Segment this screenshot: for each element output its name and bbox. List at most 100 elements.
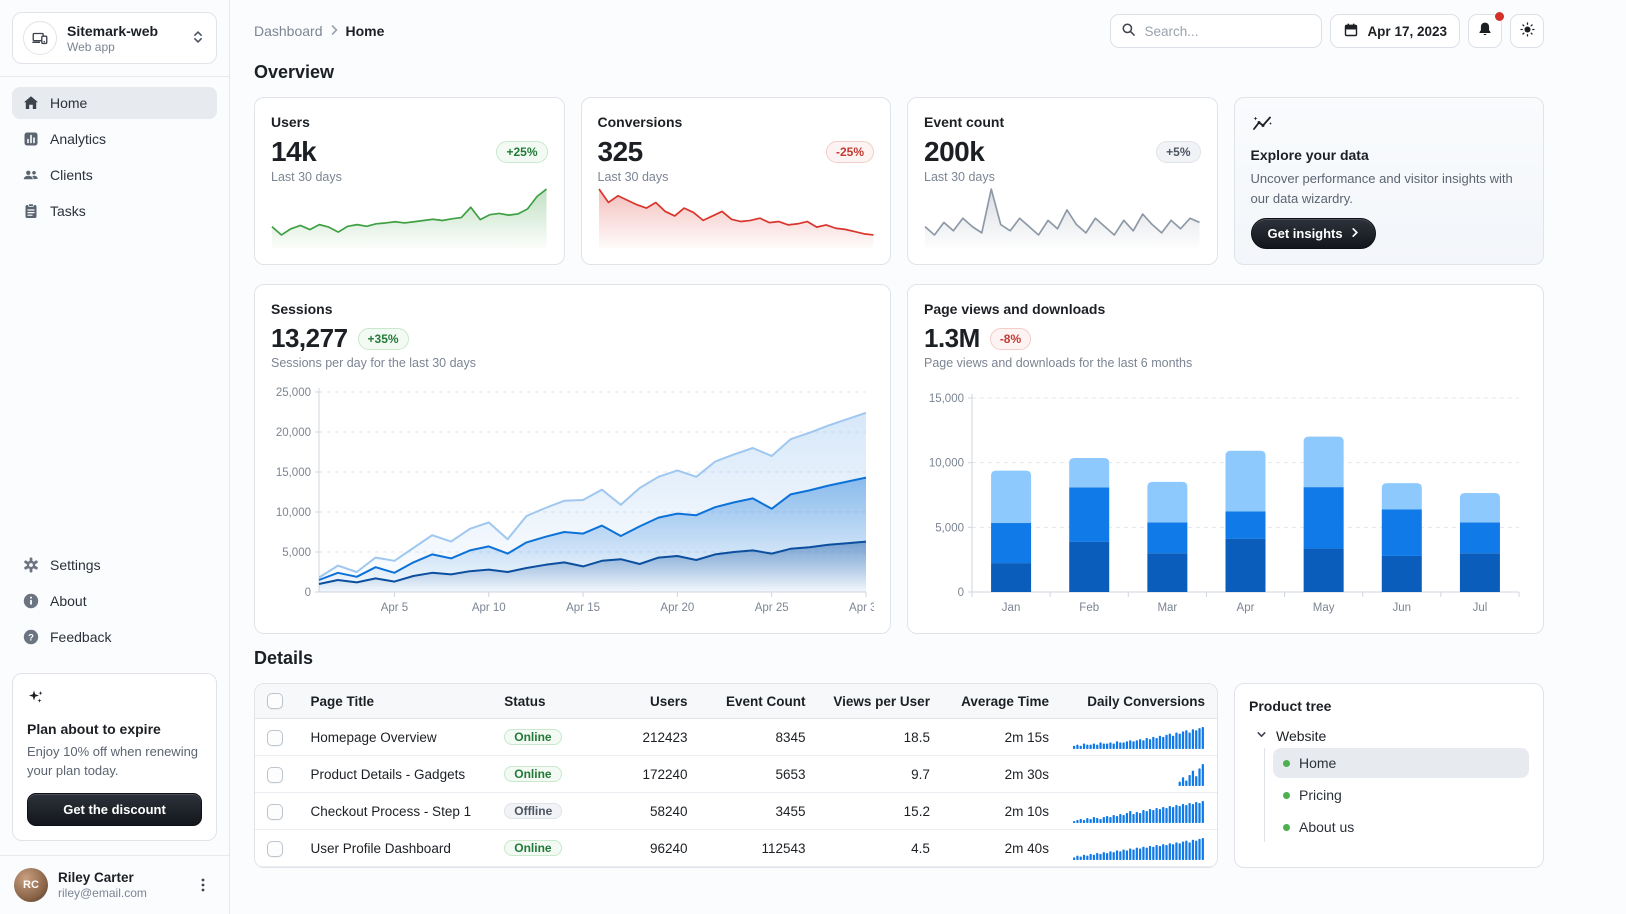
- sessions-chart-card: Sessions 13,277 +35% Sessions per day fo…: [254, 284, 891, 634]
- daily-conversions-sparkline: [1073, 725, 1205, 750]
- home-icon: [22, 94, 40, 112]
- svg-text:0: 0: [958, 587, 964, 599]
- theme-toggle-button[interactable]: [1510, 14, 1544, 48]
- topbar: Dashboard Home Apr 17, 2023: [254, 0, 1544, 48]
- sidebar-divider: [0, 76, 229, 77]
- tree-node-pricing[interactable]: Pricing: [1273, 780, 1529, 810]
- tree-children: Home Pricing About us: [1264, 748, 1529, 842]
- help-icon: ?: [22, 628, 40, 646]
- trend-chip: +25%: [496, 141, 548, 163]
- pageviews-chart-card: Page views and downloads 1.3M -8% Page v…: [907, 284, 1544, 634]
- breadcrumb-home: Home: [345, 23, 385, 39]
- table-row: Homepage Overview Online 212423 8345 18.…: [255, 718, 1217, 757]
- trend-chip: +35%: [357, 327, 409, 350]
- sun-icon: [1519, 21, 1536, 41]
- svg-text:Jul: Jul: [1473, 602, 1488, 614]
- user-email: riley@email.com: [58, 886, 147, 900]
- cell-event-count: 112543: [699, 829, 818, 868]
- daily-conversions-sparkline: [1073, 799, 1205, 824]
- conversions-sparkline-chart: [597, 186, 875, 248]
- notifications-button[interactable]: [1468, 12, 1504, 48]
- cell-views-per-user: 9.7: [817, 755, 942, 794]
- stat-caption: Last 30 days: [271, 170, 342, 184]
- svg-text:15,000: 15,000: [929, 393, 964, 405]
- sidebar-item-analytics[interactable]: Analytics: [12, 123, 217, 155]
- explore-body: Uncover performance and visitor insights…: [1250, 171, 1513, 206]
- cell-average-time: 2m 40s: [941, 829, 1061, 868]
- date-picker-button[interactable]: Apr 17, 2023: [1330, 14, 1460, 48]
- sidebar-item-settings[interactable]: Settings: [12, 549, 217, 581]
- user-menu-button[interactable]: [191, 873, 215, 897]
- sessions-area-chart: 0 5,000 10,000 15,000 20,000 25,000 Apr 5 Apr 1…: [271, 376, 883, 620]
- breadcrumb: Dashboard Home: [254, 23, 384, 39]
- table-row: Checkout Process - Step 1 Offline 58240 …: [255, 792, 1217, 831]
- trend-chip: +5%: [1156, 141, 1201, 163]
- chevron-right-icon: [1351, 226, 1359, 241]
- svg-text:Feb: Feb: [1079, 602, 1099, 614]
- cell-page-title: Product Details - Gadgets: [298, 755, 493, 794]
- get-discount-button[interactable]: Get the discount: [27, 793, 202, 826]
- stat-card-users: Users 14k +25% Last 30 days: [254, 97, 565, 265]
- tree-node-home[interactable]: Home: [1273, 748, 1529, 778]
- devices-icon: [23, 21, 57, 55]
- chevron-down-icon: [1255, 728, 1268, 744]
- pageviews-value: 1.3M: [924, 323, 980, 353]
- tree-node-about-us[interactable]: About us: [1273, 812, 1529, 842]
- status-badge: Online: [504, 840, 562, 857]
- status-badge: Online: [504, 766, 562, 783]
- pageviews-bar-chart: 0 5,000 10,000 15,000 Jan Feb Mar Apr May Jun Jul: [924, 376, 1527, 620]
- unfold-more-icon: [190, 29, 206, 48]
- svg-text:Apr 25: Apr 25: [755, 602, 789, 614]
- sidebar: Sitemark-web Web app Home Analytics: [0, 0, 230, 914]
- sidebar-item-home[interactable]: Home: [12, 87, 217, 119]
- get-insights-label: Get insights: [1267, 226, 1343, 241]
- col-users: Users: [585, 684, 700, 720]
- sidebar-item-tasks[interactable]: Tasks: [12, 195, 217, 227]
- svg-text:Apr 10: Apr 10: [472, 602, 506, 614]
- tree-node-label: About us: [1299, 819, 1355, 835]
- row-checkbox[interactable]: [267, 766, 283, 783]
- analytics-icon: [22, 130, 40, 148]
- calendar-icon: [1343, 22, 1359, 41]
- col-event-count: Event Count: [699, 684, 818, 720]
- daily-conversions-sparkline: [1073, 762, 1205, 787]
- get-insights-button[interactable]: Get insights: [1250, 218, 1376, 249]
- svg-text:Apr 15: Apr 15: [566, 602, 600, 614]
- row-checkbox[interactable]: [267, 840, 283, 857]
- nav-label: Settings: [50, 557, 101, 574]
- row-checkbox[interactable]: [267, 729, 283, 746]
- product-tree-title: Product tree: [1249, 698, 1332, 714]
- sidebar-item-clients[interactable]: Clients: [12, 159, 217, 191]
- cell-page-title: Checkout Process - Step 1: [298, 792, 493, 831]
- sidebar-spacer: [0, 237, 229, 539]
- chevron-right-icon: [330, 23, 339, 39]
- cell-event-count: 5653: [699, 755, 818, 794]
- tree-node-label: Website: [1276, 728, 1327, 744]
- cell-event-count: 3455: [699, 792, 818, 831]
- sessions-caption: Sessions per day for the last 30 days: [271, 356, 476, 370]
- nav-label: About: [50, 593, 87, 610]
- stat-card-event-count: Event count 200k +5% Last 30 days: [907, 97, 1218, 265]
- sidebar-item-feedback[interactable]: ? Feedback: [12, 621, 217, 653]
- pageviews-title: Page views and downloads: [924, 301, 1106, 317]
- status-dot-icon: [1283, 791, 1290, 799]
- workspace-select[interactable]: Sitemark-web Web app: [12, 12, 217, 64]
- tree-node-website[interactable]: Website: [1255, 728, 1529, 744]
- search-icon: [1121, 22, 1136, 40]
- chart-grid: Sessions 13,277 +35% Sessions per day fo…: [254, 284, 1544, 634]
- nav-label: Analytics: [50, 131, 107, 147]
- daily-conversions-sparkline: [1073, 836, 1205, 861]
- user-name: Riley Carter: [58, 870, 134, 885]
- row-checkbox[interactable]: [267, 803, 283, 820]
- date-value: Apr 17, 2023: [1367, 23, 1447, 39]
- plan-expiry-card: Plan about to expire Enjoy 10% off when …: [12, 673, 217, 841]
- search-input[interactable]: [1144, 23, 1312, 39]
- breadcrumb-dashboard[interactable]: Dashboard: [254, 23, 323, 39]
- select-all-checkbox[interactable]: [267, 693, 283, 710]
- main-area: Dashboard Home Apr 17, 2023: [230, 0, 1626, 914]
- nav-label: Tasks: [50, 203, 86, 219]
- stat-card-grid: Users 14k +25% Last 30 days Conversions …: [254, 97, 1544, 265]
- sidebar-item-about[interactable]: About: [12, 585, 217, 617]
- svg-text:5,000: 5,000: [935, 522, 964, 534]
- cell-users: 58240: [585, 792, 700, 831]
